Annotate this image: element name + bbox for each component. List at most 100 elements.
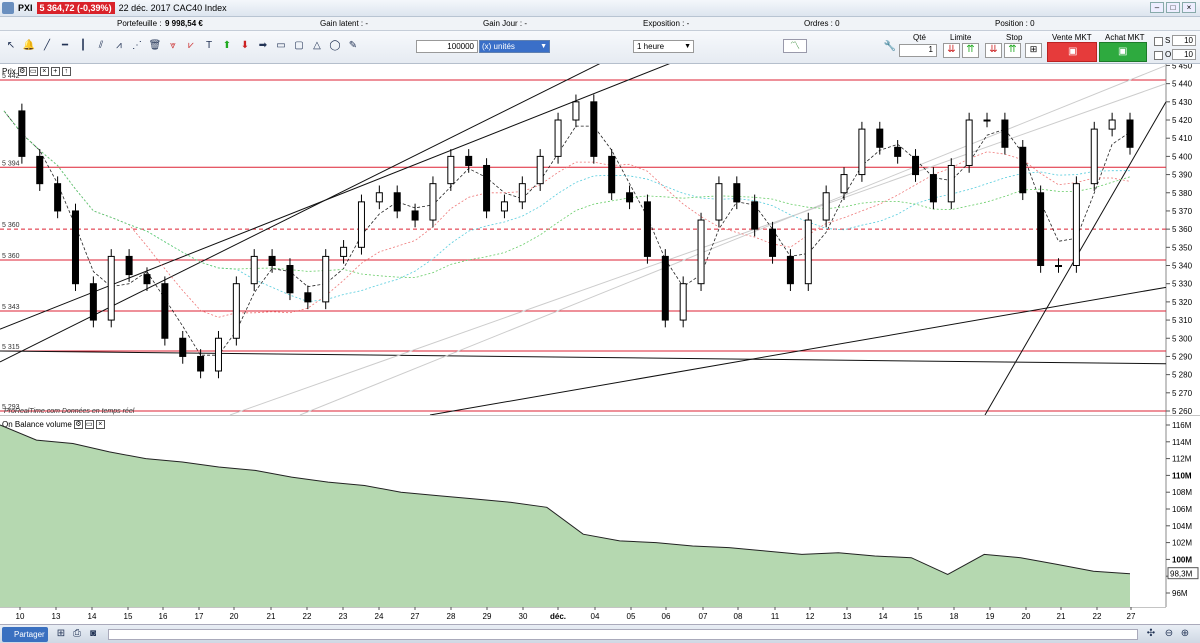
x-tick-label: 14 xyxy=(88,612,97,621)
down-arrow-icon[interactable]: ⬇ xyxy=(240,40,250,51)
square-tool-icon[interactable]: ▢ xyxy=(294,40,304,51)
wrench-icon[interactable]: ⚙ xyxy=(73,419,83,429)
ellipse-tool-icon[interactable]: ◯ xyxy=(329,40,341,51)
x-tick-label: 05 xyxy=(627,612,636,621)
candle-body xyxy=(626,192,634,203)
fan-tool-icon[interactable]: ⋰ xyxy=(132,40,142,51)
left-level-label: 5 315 xyxy=(2,344,20,351)
candle-body xyxy=(590,101,598,157)
trendline-2 xyxy=(0,350,1167,365)
close-icon[interactable]: × xyxy=(39,66,49,76)
up-arrow-icon[interactable]: ⬆ xyxy=(222,40,232,51)
o-value-input[interactable]: 10 xyxy=(1172,49,1196,60)
zoom-out-icon[interactable]: ⊖ xyxy=(1164,628,1174,639)
buy-market-button[interactable]: ▣ xyxy=(1099,42,1147,62)
limit-sell-button[interactable]: ⇊ xyxy=(943,43,960,58)
delete-tool-icon[interactable]: 🗑 xyxy=(148,40,162,51)
channel-tool-icon[interactable]: ⫽ xyxy=(98,40,104,51)
candle-body xyxy=(1019,146,1027,194)
zoom-in-icon[interactable]: ⊕ xyxy=(1180,628,1190,639)
x-tick-label: 27 xyxy=(411,612,420,621)
maximize-button[interactable]: □ xyxy=(1166,2,1180,13)
position-count[interactable]: Position : 0 xyxy=(995,19,1035,28)
candle-body xyxy=(876,128,884,148)
chart-style-icon[interactable]: 〽 xyxy=(783,39,807,53)
x-tick-label: 24 xyxy=(375,612,384,621)
vline-tool-icon[interactable]: ┃ xyxy=(79,40,87,51)
hline-tool-icon[interactable]: ━ xyxy=(61,40,69,51)
window-icon[interactable]: ▭ xyxy=(84,419,94,429)
y-tick-label: 5 390 xyxy=(1172,171,1193,180)
trendline-tool-icon[interactable]: ╱ xyxy=(43,40,51,51)
alert-bell-icon[interactable]: 🔔 xyxy=(22,40,36,51)
triangle-tool-icon[interactable]: △ xyxy=(313,40,321,51)
y-tick-label: 5 330 xyxy=(1172,280,1193,289)
quantity-input[interactable]: 100000 xyxy=(416,40,478,53)
camera-icon[interactable]: ◙ xyxy=(89,628,97,639)
ticker-label: PXI xyxy=(18,3,33,13)
right-arrow-icon[interactable]: ➡ xyxy=(258,40,268,51)
sell-market-button[interactable]: ▣ xyxy=(1047,42,1097,62)
obv-chart[interactable]: 116M114M112M110M108M106M104M102M100M98M9… xyxy=(0,415,1200,607)
candle-body xyxy=(54,183,62,212)
order-qty-input[interactable]: 1 xyxy=(899,44,937,57)
candle-body xyxy=(608,155,616,194)
period-select[interactable]: 1 heure ▼ xyxy=(633,40,694,53)
y-tick-label: 5 360 xyxy=(1172,225,1193,234)
print-icon[interactable]: ⎙ xyxy=(73,628,81,639)
y-tick-label: 5 300 xyxy=(1172,334,1193,343)
y-tick-label: 5 450 xyxy=(1172,64,1193,70)
wrench-icon[interactable]: 🔧 xyxy=(883,41,897,52)
candle-body xyxy=(1108,119,1116,130)
candle-body xyxy=(411,210,419,221)
candle-body xyxy=(465,155,473,166)
candle-body xyxy=(715,183,723,221)
stop-buy-button[interactable]: ⇈ xyxy=(1004,43,1021,58)
trendline-3 xyxy=(429,286,1167,415)
crosshair-icon[interactable]: ✣ xyxy=(1146,628,1156,639)
left-level-label: 5 394 xyxy=(2,160,20,167)
qty-label: Qté xyxy=(913,33,926,42)
share-button[interactable]: Partager xyxy=(2,627,48,642)
text-tool-icon[interactable]: T xyxy=(205,40,213,51)
x-tick-label: 16 xyxy=(159,612,168,621)
cursor-tool-icon[interactable]: ↖ xyxy=(6,40,16,51)
left-level-label: 5 360 xyxy=(2,222,20,229)
wrench-icon[interactable]: ⚙ xyxy=(17,66,27,76)
horizontal-scrollbar[interactable] xyxy=(108,629,1138,640)
stop-sell-button[interactable]: ⇊ xyxy=(985,43,1002,58)
candle-body xyxy=(393,192,401,212)
close-icon[interactable]: × xyxy=(95,419,105,429)
minimize-button[interactable]: – xyxy=(1150,2,1164,13)
up-icon[interactable]: ↑ xyxy=(61,66,71,76)
price-chart[interactable]: 5 442 5 394 5 360 5 343 5 315 5 293 5 360 5 450… xyxy=(0,64,1200,415)
candle-body xyxy=(179,337,187,357)
s-checkbox[interactable] xyxy=(1154,37,1163,46)
s-value-input[interactable]: 10 xyxy=(1172,35,1196,46)
y-tick-label: 5 290 xyxy=(1172,352,1193,361)
y-tick-label: 5 270 xyxy=(1172,389,1193,398)
zigzag-tool-icon[interactable]: ⩔ xyxy=(170,40,176,51)
fib-tool-icon[interactable]: ⩘ xyxy=(116,40,122,51)
layout-icon[interactable]: ⊞ xyxy=(56,628,66,639)
unit-select[interactable]: (x) unités ▼ xyxy=(479,40,550,53)
candle-body xyxy=(340,246,348,257)
o-checkbox[interactable] xyxy=(1154,51,1163,60)
moving-average-20 xyxy=(3,110,1131,279)
stop-options-button[interactable]: ⊞ xyxy=(1025,43,1042,58)
orders-count[interactable]: Ordres : 0 xyxy=(804,19,840,28)
candle-body xyxy=(197,355,205,372)
x-tick-label: 22 xyxy=(1093,612,1102,621)
pattern-tool-icon[interactable]: ⩗ xyxy=(188,40,194,51)
limit-buy-button[interactable]: ⇈ xyxy=(962,43,979,58)
rectangle-tool-icon[interactable]: ▭ xyxy=(276,40,286,51)
pen-tool-icon[interactable]: ✎ xyxy=(348,40,358,51)
buy-icon: ▣ xyxy=(1118,46,1128,57)
x-tick-label: 20 xyxy=(1022,612,1031,621)
price-badge: 5 364,72 (-0,39%) xyxy=(36,2,115,14)
y-tick-label: 108M xyxy=(1172,488,1192,497)
add-icon[interactable]: + xyxy=(50,66,60,76)
window-icon[interactable]: ▭ xyxy=(28,66,38,76)
candle-body xyxy=(947,164,955,203)
close-button[interactable]: × xyxy=(1182,2,1196,13)
